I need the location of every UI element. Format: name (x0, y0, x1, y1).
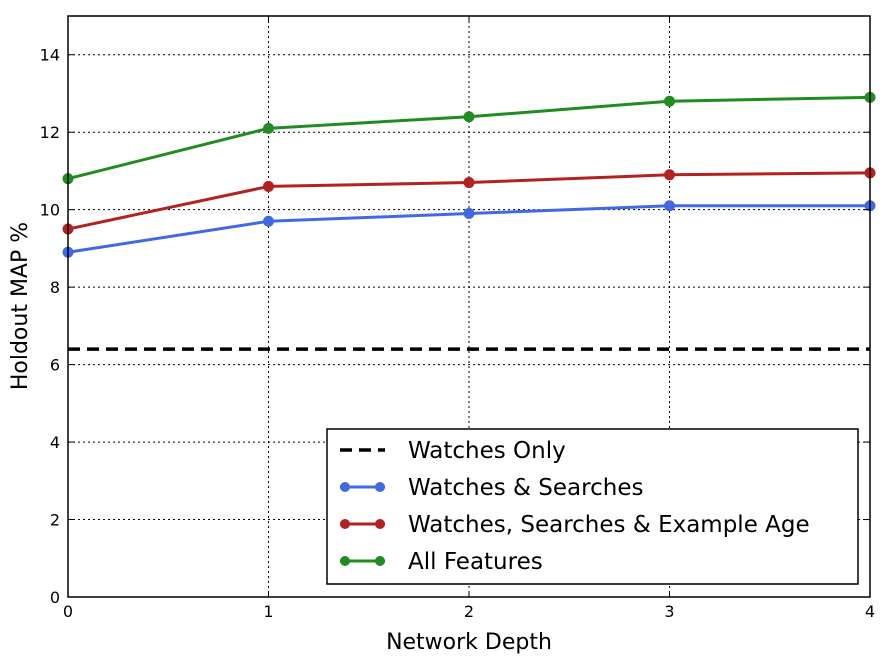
data-point (664, 169, 675, 181)
y-tick-label: 14 (40, 46, 60, 65)
legend-label: All Features (408, 549, 543, 575)
y-tick-label: 12 (40, 123, 60, 142)
data-point (263, 215, 274, 227)
data-point (463, 177, 475, 189)
legend-marker (340, 482, 350, 492)
legend-marker (375, 519, 385, 529)
x-tick-label: 4 (865, 602, 875, 621)
data-point (664, 200, 675, 212)
y-tick-label: 0 (50, 588, 60, 607)
data-point (263, 180, 274, 192)
legend-label: Watches, Searches & Example Age (408, 512, 810, 538)
y-tick-label: 6 (50, 356, 60, 375)
y-axis-title: Holdout MAP % (8, 222, 33, 390)
series-layer (62, 91, 876, 351)
legend-box (326, 428, 859, 585)
x-tick-label: 2 (464, 602, 474, 621)
y-tick-label: 8 (50, 278, 60, 297)
data-point (263, 122, 274, 134)
legend-marker (340, 519, 350, 529)
legend-marker (375, 482, 385, 492)
data-point (664, 95, 675, 107)
data-point (463, 111, 475, 123)
legend: Watches Only Watches & Searches Watches, S… (326, 428, 859, 585)
legend-marker (340, 556, 350, 566)
x-tick-label: 1 (263, 602, 273, 621)
legend-marker (375, 556, 385, 566)
x-tick-label: 3 (664, 602, 674, 621)
legend-label: Watches Only (408, 438, 566, 464)
data-point (463, 208, 475, 220)
x-axis-title: Network Depth (386, 630, 552, 655)
x-tick-label: 0 (63, 602, 73, 621)
y-tick-label: 10 (40, 201, 60, 220)
y-tick-label: 4 (50, 433, 60, 452)
legend-label: Watches & Searches (408, 475, 643, 501)
y-tick-label: 2 (50, 511, 60, 530)
